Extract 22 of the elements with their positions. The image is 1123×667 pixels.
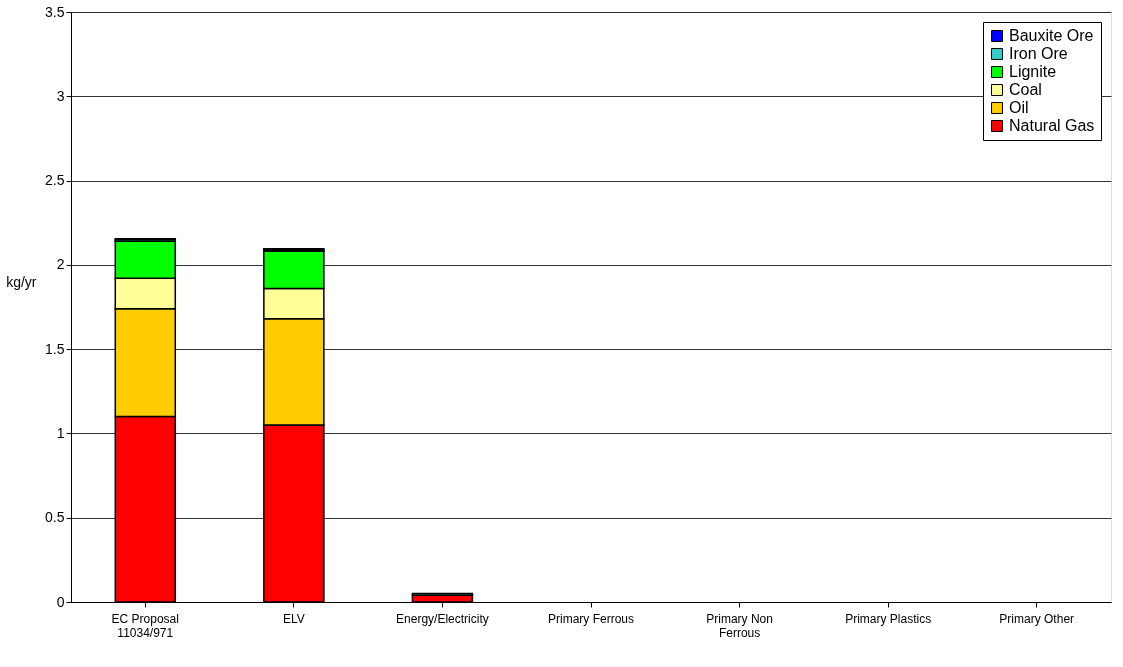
y-tick-label: 0.5	[45, 509, 65, 526]
x-tick-label: EC Proposal 11034/971	[111, 611, 179, 640]
y-tick-label: 2	[56, 256, 65, 273]
x-tick-label: Energy/Electricity	[396, 611, 489, 626]
y-tick-label: 2.5	[45, 172, 65, 189]
x-tick-label: ELV	[282, 611, 305, 626]
legend-label: Iron Ore	[1009, 45, 1068, 62]
y-tick-label: 3.5	[45, 3, 65, 20]
y-axis-title: kg/yr	[6, 273, 37, 290]
x-tick-label: Primary Non Ferrous	[706, 611, 773, 640]
y-tick-label: 0	[56, 593, 65, 610]
legend-label: Lignite	[1009, 63, 1057, 80]
y-tick-label: 3	[56, 87, 65, 104]
x-tick-label: Primary Plastics	[845, 611, 932, 626]
legend-label: Oil	[1009, 99, 1029, 116]
legend-label: Bauxite Ore	[1009, 27, 1094, 44]
x-tick-label: Primary Ferrous	[547, 611, 635, 626]
y-tick-label: 1	[56, 424, 65, 441]
x-tick-label: Primary Other	[999, 611, 1075, 626]
legend-label: Natural Gas	[1009, 117, 1095, 134]
legend-label: Coal	[1009, 81, 1042, 98]
y-tick-label: 1.5	[45, 340, 65, 357]
